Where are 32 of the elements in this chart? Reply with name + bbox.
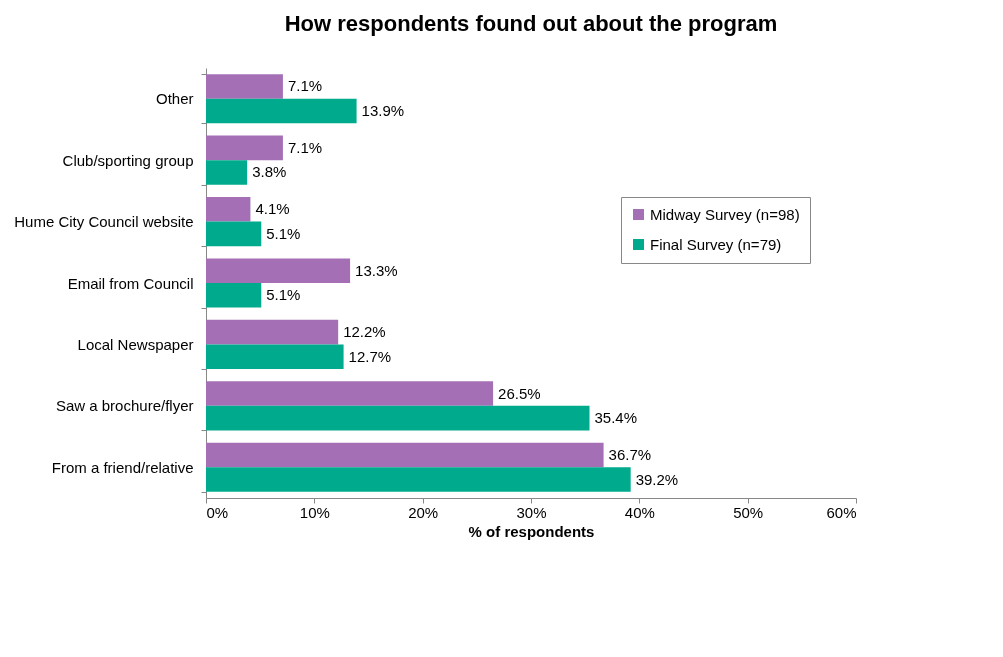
data-label: 36.7% — [608, 446, 652, 463]
data-label: 3.8% — [252, 163, 287, 181]
legend-label: Final Survey (n=79) — [650, 235, 782, 253]
y-tick-label: Other — [155, 90, 194, 108]
x-axis-title: % of respondents — [468, 522, 595, 540]
x-tick-label: 30% — [516, 503, 547, 521]
legend-label: Midway Survey (n=98) — [650, 205, 800, 223]
x-tick-label: 40% — [624, 503, 655, 521]
y-tick-label: Hume City Council website — [14, 213, 194, 231]
data-label: 26.5% — [498, 384, 541, 402]
data-label: 7.1% — [287, 138, 323, 156]
y-tick-label: Local Newspaper — [77, 335, 194, 353]
y-tick-label: Email from Council — [67, 274, 194, 292]
data-label: 13.9% — [361, 102, 405, 119]
data-label: 7.1% — [287, 77, 323, 95]
x-tick-label: 50% — [733, 503, 764, 521]
x-tick-label: 60% — [826, 503, 857, 521]
y-tick-label: Club/sporting group — [62, 151, 194, 169]
data-label: 5.1% — [266, 224, 301, 242]
x-tick-label: 20% — [408, 503, 439, 521]
data-label: 12.7% — [348, 347, 392, 365]
data-label: 39.2% — [635, 470, 679, 488]
y-tick-label: Saw a brochure/flyer — [55, 397, 194, 415]
data-label: 12.2% — [343, 323, 386, 341]
data-label: 4.1% — [255, 200, 290, 218]
data-label: 5.1% — [266, 286, 301, 304]
y-tick-label: From a friend/relative — [51, 458, 194, 476]
x-tick-label: 10% — [299, 503, 330, 521]
chart-title: How respondents found out about the program — [284, 11, 778, 36]
x-tick-label: 0% — [206, 503, 229, 521]
data-label: 35.4% — [594, 409, 638, 427]
data-label: 13.3% — [355, 261, 398, 279]
